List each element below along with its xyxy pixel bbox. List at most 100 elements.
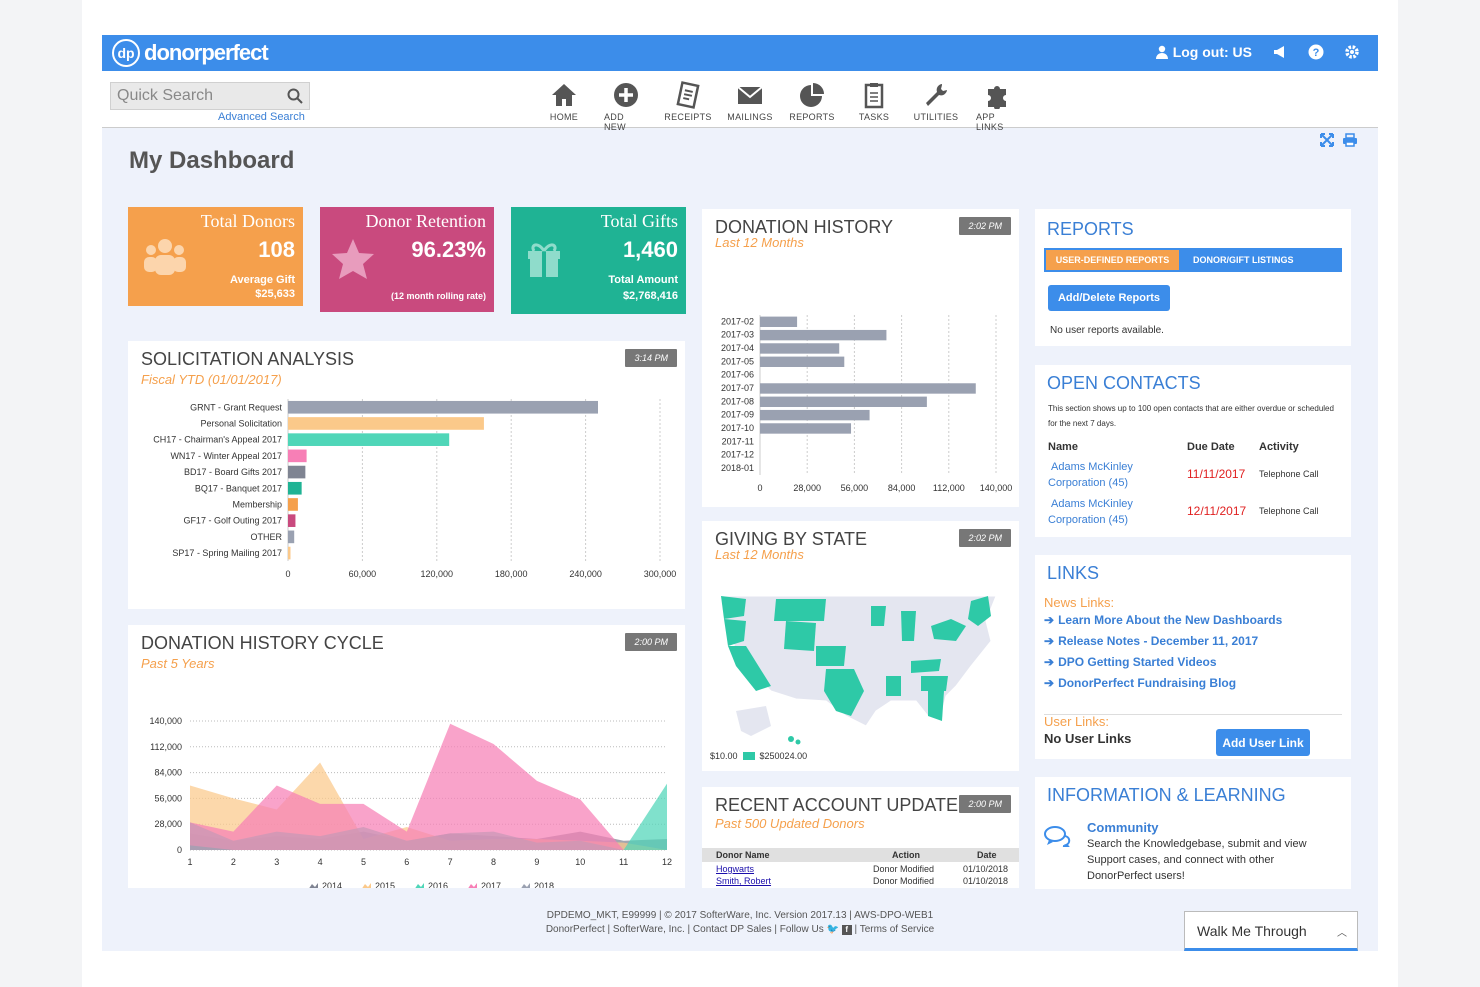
nav-receipts[interactable]: RECEIPTS	[664, 81, 712, 132]
nav-label: HOME	[549, 112, 579, 122]
date-cell: 01/10/2018	[963, 864, 1009, 874]
user-links-empty: No User Links	[1044, 731, 1132, 746]
kpi-sub-value: $25,633	[255, 288, 295, 300]
kpi-sub: Total Amount	[608, 274, 678, 286]
logout-button[interactable]: Log out: US	[1155, 44, 1252, 60]
donor-name-link[interactable]: Smith, Robert	[716, 876, 772, 886]
x-tick-label: 2	[231, 857, 236, 867]
kpi-total-donors: Total Donors 108 Average Gift $25,633	[128, 207, 303, 306]
solicitation-chart: 0 60,000 120,000 180,000 240,000 300,000 GRNT …	[153, 399, 676, 579]
nav-bar: Quick Search HOME ADD NEW RECEIPTS MAILI…	[102, 71, 1378, 132]
table-row: Hogwarts Donor Modified 01/10/2018	[702, 864, 1019, 876]
contact-row: Adams McKinley Corporation (45) 12/11/201…	[1048, 496, 1348, 530]
kpi-label: Total Donors	[200, 211, 295, 231]
bar	[288, 481, 302, 495]
nav-label: RECEIPTS	[664, 112, 712, 122]
nav-label: MAILINGS	[727, 112, 773, 122]
footer-links-text[interactable]: DonorPerfect | SofterWare, Inc. | Contac…	[545, 924, 824, 935]
nav-app-links[interactable]: APP LINKS	[976, 81, 1020, 132]
clipboard-icon	[864, 83, 884, 109]
bar	[288, 498, 298, 511]
timestamp-badge: 2:02 PM	[959, 529, 1011, 547]
news-link[interactable]: ➔ Release Notes - December 11, 2017	[1044, 633, 1259, 648]
recent-table-header: Donor Name Action Date	[702, 848, 1019, 862]
card-subtitle: Fiscal YTD (01/01/2017)	[141, 372, 282, 387]
walk-me-through-button[interactable]: Walk Me Through ︿	[1184, 911, 1358, 951]
news-links-list: ➔ Learn More About the New Dashboards ➔ Re…	[1044, 609, 1344, 693]
community-link[interactable]: Community	[1087, 820, 1159, 835]
y-category-label: 2017-06	[721, 370, 754, 380]
kpi-value: 96.23%	[411, 237, 486, 262]
contact-name-link[interactable]: Adams McKinley Corporation (45)	[1048, 461, 1133, 489]
y-category-label: Membership	[232, 500, 282, 510]
x-tick-label: 112,000	[933, 483, 965, 493]
kpi-sub: (12 month rolling rate)	[390, 291, 486, 301]
bar	[288, 417, 484, 430]
facebook-icon[interactable]: f	[841, 925, 852, 935]
x-tick-label: 28,000	[793, 483, 821, 493]
megaphone-icon[interactable]	[1272, 44, 1288, 60]
print-icon[interactable]	[1342, 133, 1358, 147]
nav-reports[interactable]: REPORTS	[789, 81, 834, 132]
twitter-icon[interactable]: 🐦	[826, 924, 839, 935]
x-tick-label: 11	[619, 857, 628, 867]
search-icon[interactable]	[287, 88, 303, 104]
x-tick-label: 240,000	[569, 569, 602, 579]
footer-version: DPDEMO_MKT, E99999 | © 2017 SofterWare, …	[546, 910, 934, 921]
contact-name-link[interactable]: Adams McKinley Corporation (45)	[1048, 498, 1133, 526]
logo[interactable]: dp donorperfect	[112, 39, 269, 67]
kpi-label: Donor Retention	[365, 211, 486, 231]
y-category-label: 2017-09	[721, 410, 754, 420]
section-title: INFORMATION & LEARNING	[1047, 785, 1286, 805]
quick-search-placeholder: Quick Search	[117, 87, 214, 104]
legend-swatch	[468, 883, 477, 888]
nav-tasks[interactable]: TASKS	[852, 81, 896, 132]
gift-icon	[528, 243, 560, 277]
add-delete-reports-button[interactable]: Add/Delete Reports	[1048, 285, 1170, 311]
help-icon[interactable]: ?	[1308, 44, 1324, 60]
solicitation-analysis-card: SOLICITATION ANALYSIS Fiscal YTD (01/01/…	[128, 341, 685, 609]
bar	[760, 356, 845, 367]
quick-search-input[interactable]: Quick Search	[110, 82, 310, 110]
legend-swatch	[415, 883, 424, 888]
due-date: 12/11/2017	[1187, 504, 1247, 518]
date-cell: 01/10/2018	[963, 876, 1009, 886]
expand-icon[interactable]	[1320, 133, 1334, 147]
legend-max: $250024.00	[759, 751, 808, 761]
kpi-sub-value: $2,768,416	[622, 290, 678, 302]
advanced-search-link[interactable]: Advanced Search	[218, 111, 305, 123]
nav-add-new[interactable]: ADD NEW	[604, 81, 648, 132]
nav-mailings[interactable]: MAILINGS	[727, 81, 773, 132]
tab-user-defined-reports[interactable]: USER-DEFINED REPORTS	[1044, 248, 1181, 272]
col-header: Date	[977, 850, 997, 860]
x-tick-label: 0	[285, 569, 290, 579]
add-user-link-button[interactable]: Add User Link	[1216, 729, 1310, 756]
arrow-circle-icon: ➔	[1044, 654, 1055, 669]
nav-utilities[interactable]: UTILITIES	[914, 81, 958, 132]
gear-icon[interactable]	[1344, 44, 1360, 60]
y-category-label: 2018-01	[721, 463, 754, 473]
news-link[interactable]: ➔ DonorPerfect Fundraising Blog	[1044, 675, 1237, 690]
legend-min: $10.00	[710, 751, 738, 761]
contacts-note: This section shows up to 100 open contac…	[1048, 404, 1334, 428]
donor-name-link[interactable]: Hogwarts	[716, 864, 755, 874]
us-state-map	[720, 595, 997, 745]
news-link[interactable]: ➔ Learn More About the New Dashboards	[1044, 612, 1283, 627]
x-tick-label: 3	[274, 857, 279, 867]
col-header: Due Date	[1187, 441, 1235, 453]
news-link[interactable]: ➔ DPO Getting Started Videos	[1044, 654, 1217, 669]
tab-donor-gift-listings[interactable]: DONOR/GIFT LISTINGS	[1193, 255, 1294, 265]
terms-link[interactable]: | Terms of Service	[854, 924, 935, 935]
legend-swatch	[362, 883, 371, 888]
x-tick-label: 140,000	[980, 483, 1013, 493]
plus-circle-icon	[614, 83, 638, 107]
contact-row: Adams McKinley Corporation (45) 11/11/201…	[1048, 459, 1348, 493]
page-title: My Dashboard	[129, 147, 295, 174]
nav-home[interactable]: HOME	[542, 81, 586, 132]
col-header: Name	[1048, 441, 1078, 453]
card-title: GIVING BY STATE	[715, 529, 868, 549]
x-tick-label: 12	[662, 857, 672, 867]
y-tick-label: 56,000	[154, 793, 182, 803]
x-tick-label: 0	[757, 483, 762, 493]
